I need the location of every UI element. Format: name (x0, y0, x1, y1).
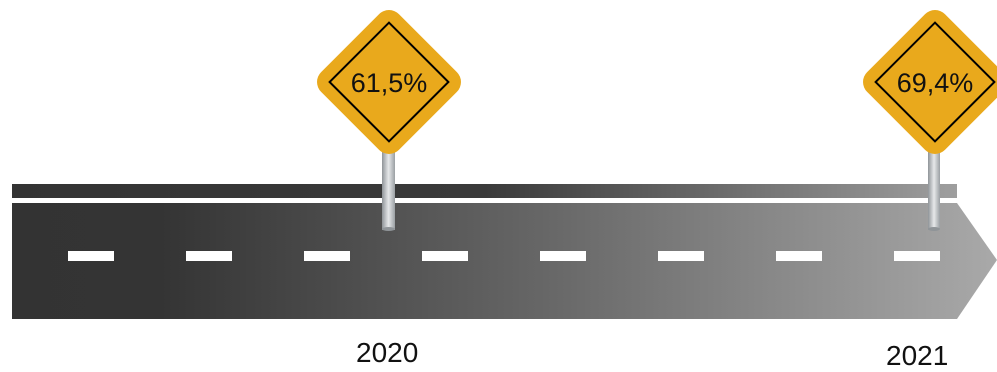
sign-value: 61,5% (351, 68, 428, 98)
lane-dash (422, 251, 468, 261)
sign-inner-border (874, 21, 996, 143)
sign-pole (928, 150, 940, 230)
sign-diamond (317, 10, 461, 154)
lane-dash (776, 251, 822, 261)
lane-dashes (68, 251, 940, 261)
lane-dash (894, 251, 940, 261)
sign-pole (382, 150, 395, 230)
sign-inner-border (328, 21, 450, 143)
sign-pole-base (928, 227, 940, 231)
road-arrow (12, 203, 997, 319)
lane-dash (68, 251, 114, 261)
milestone-sign-2021: 69,4% (863, 10, 997, 231)
year-label-2021: 2021 (886, 340, 949, 371)
lane-dash (186, 251, 232, 261)
road-top-rail (12, 184, 957, 198)
milestone-sign-2020: 61,5% (317, 10, 461, 231)
sign-diamond (863, 10, 997, 154)
lane-dash (540, 251, 586, 261)
lane-dash (304, 251, 350, 261)
lane-dash (658, 251, 704, 261)
year-label-2020: 2020 (356, 337, 419, 368)
sign-value: 69,4% (897, 68, 974, 98)
sign-pole-base (382, 227, 395, 231)
